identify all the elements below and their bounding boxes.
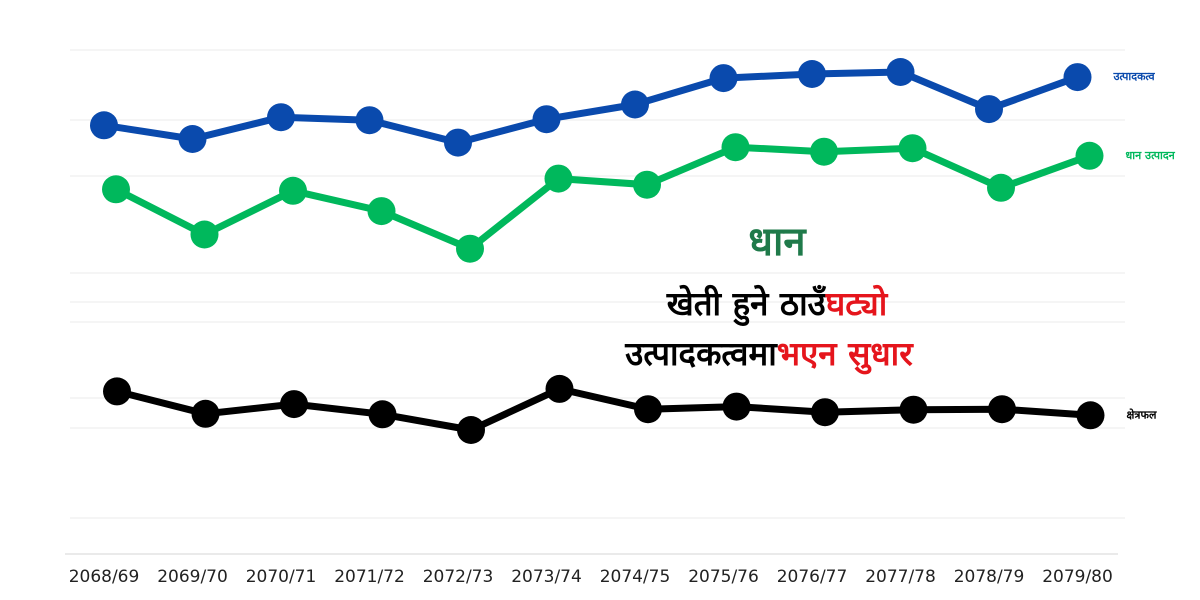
headline-line-1: खेती हुने ठाउँ घट्यो xyxy=(177,280,1200,325)
data-point-area-7 xyxy=(722,392,751,421)
data-point-area-8 xyxy=(811,398,839,427)
data-point-area-11 xyxy=(1076,401,1105,430)
data-point-productivity-6 xyxy=(621,90,649,119)
gridlines xyxy=(70,49,1125,519)
data-point-productivity-3 xyxy=(355,106,384,135)
headline-line-2-part-1: उत्पादकत्वमा xyxy=(625,334,777,373)
headline-title-text: धान xyxy=(748,219,806,265)
data-point-area-1 xyxy=(191,399,220,428)
x-tick-label: 2072/73 xyxy=(423,567,494,587)
data-point-production-4 xyxy=(456,234,484,263)
series-area xyxy=(103,374,1105,444)
x-tick-label: 2074/75 xyxy=(600,567,671,587)
series-line-area xyxy=(113,385,1094,434)
headline-title: धान xyxy=(177,212,1200,267)
data-point-area-6 xyxy=(634,395,662,424)
data-point-productivity-4 xyxy=(444,128,472,157)
data-point-area-3 xyxy=(368,400,397,429)
series-production xyxy=(102,133,1104,263)
x-tick-label: 2075/76 xyxy=(688,567,759,587)
data-point-production-2 xyxy=(279,176,307,205)
x-tick-label: 2079/80 xyxy=(1042,567,1113,587)
data-point-production-6 xyxy=(633,170,661,199)
data-point-production-7 xyxy=(721,133,750,162)
data-point-productivity-2 xyxy=(267,103,295,132)
data-point-production-0 xyxy=(102,175,130,204)
data-point-area-9 xyxy=(899,395,928,424)
data-point-area-4 xyxy=(457,416,485,444)
x-tick-label: 2073/74 xyxy=(511,567,582,587)
x-tick-label: 2069/70 xyxy=(157,567,228,587)
series-line-production xyxy=(112,143,1093,253)
data-point-area-0 xyxy=(103,377,131,406)
headline-line-1-highlight: घट्यो xyxy=(825,284,888,323)
series-label-productivity: उत्पादकत्व xyxy=(1113,70,1156,83)
data-point-area-2 xyxy=(280,390,308,419)
data-point-productivity-9 xyxy=(886,58,915,86)
data-point-area-10 xyxy=(988,395,1016,424)
data-point-production-11 xyxy=(1075,141,1104,170)
data-point-production-5 xyxy=(544,164,573,193)
data-point-productivity-8 xyxy=(798,60,826,88)
series-label-production: धान उत्पादन xyxy=(1126,149,1176,162)
data-point-productivity-1 xyxy=(178,125,207,153)
data-point-production-10 xyxy=(987,173,1015,202)
data-point-productivity-5 xyxy=(532,105,561,134)
headline-line-1-part-1: खेती हुने ठाउँ xyxy=(666,284,826,323)
x-tick-labels: 2068/69 2069/70 2070/71 2071/72 2072/73 2073/… xyxy=(69,567,1113,587)
data-point-productivity-10 xyxy=(975,95,1003,124)
x-tick-label: 2070/71 xyxy=(246,567,317,587)
data-point-production-1 xyxy=(190,220,219,249)
data-point-production-8 xyxy=(810,137,838,166)
data-point-productivity-0 xyxy=(90,111,118,140)
x-tick-label: 2076/77 xyxy=(777,567,848,587)
data-point-productivity-7 xyxy=(709,64,738,93)
series-group xyxy=(90,58,1105,444)
series-end-labels: उत्पादकत्व धान उत्पादन क्षेत्रफल xyxy=(1113,70,1176,421)
data-point-production-9 xyxy=(898,134,927,163)
series-line-productivity xyxy=(100,68,1081,147)
x-tick-label: 2071/72 xyxy=(334,567,405,587)
series-label-area: क्षेत्रफल xyxy=(1127,407,1157,421)
x-tick-label: 2078/79 xyxy=(954,567,1025,587)
x-tick-label: 2077/78 xyxy=(865,567,936,587)
x-tick-label: 2068/69 xyxy=(69,567,140,587)
data-point-production-3 xyxy=(367,197,396,226)
series-productivity xyxy=(90,58,1092,157)
data-point-area-5 xyxy=(545,374,574,403)
headline-line-2: उत्पादकत्वमा भएन सुधार xyxy=(169,330,1200,375)
data-point-productivity-11 xyxy=(1063,63,1092,92)
headline-line-2-highlight: भएन सुधार xyxy=(776,334,913,373)
